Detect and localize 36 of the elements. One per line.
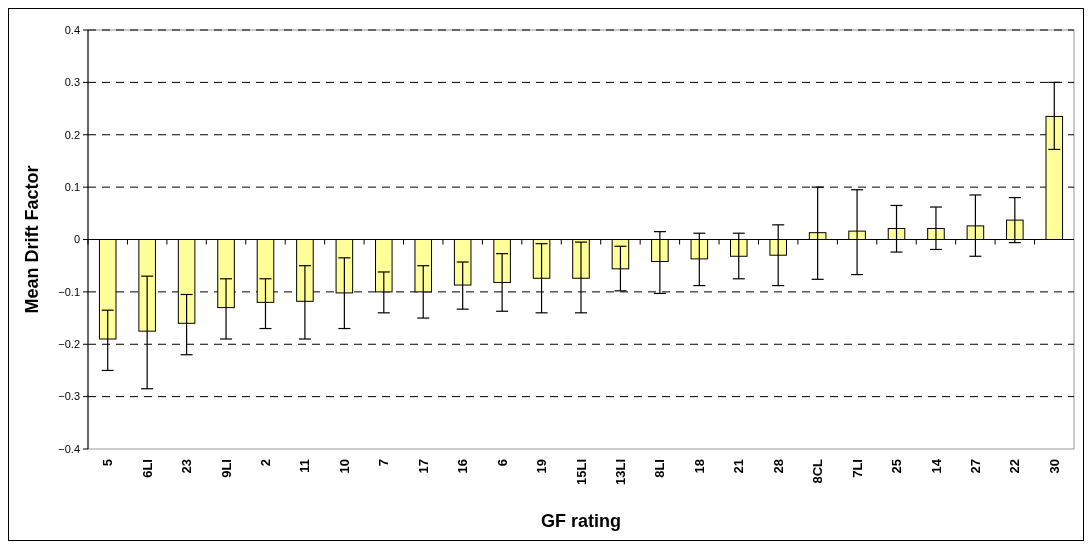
x-tick-label: 22 [1007, 459, 1023, 474]
x-tick-label: 23 [179, 459, 195, 474]
x-tick-label: 6 [494, 459, 510, 467]
x-tick-label: 15LI [573, 459, 589, 486]
x-tick-label: 16 [455, 459, 471, 474]
x-tick-label: 8CL [810, 458, 826, 484]
x-tick-label: 7LI [849, 459, 865, 478]
y-tick-label: 0.2 [64, 128, 80, 141]
y-tick-label: 0 [73, 233, 80, 246]
x-tick-label: 14 [928, 458, 944, 474]
x-tick-label: 6LI [139, 459, 155, 478]
y-tick-label: 0.4 [64, 23, 80, 36]
x-tick-label: 8LI [652, 459, 668, 478]
x-tick-label: 13LI [612, 459, 628, 486]
x-tick-label: 5 [100, 459, 116, 467]
x-tick-label: 11 [297, 459, 313, 473]
y-tick-label: −0.1 [58, 285, 80, 298]
y-tick-label: −0.4 [58, 442, 80, 455]
y-tick-label: 0.1 [64, 180, 80, 193]
x-tick-label: 7 [376, 459, 392, 467]
x-tick-label: 28 [770, 459, 786, 474]
y-tick-label: −0.2 [58, 338, 80, 351]
x-tick-label: 30 [1046, 459, 1062, 474]
y-tick-label: −0.3 [58, 390, 80, 403]
x-tick-label: 10 [336, 459, 352, 474]
x-tick-label: 9LI [218, 459, 234, 478]
x-tick-label: 17 [415, 459, 431, 474]
x-axis-title: GF rating [541, 511, 621, 531]
x-tick-label: 25 [889, 459, 905, 474]
x-tick-label: 18 [691, 459, 707, 474]
y-axis-title: Mean Drift Factor [22, 165, 42, 314]
x-tick-label: 21 [731, 459, 747, 474]
x-tick-label: 27 [967, 459, 983, 474]
x-tick-label: 2 [258, 459, 274, 467]
y-tick-label: 0.3 [64, 76, 80, 89]
x-tick-label: 19 [534, 459, 550, 474]
